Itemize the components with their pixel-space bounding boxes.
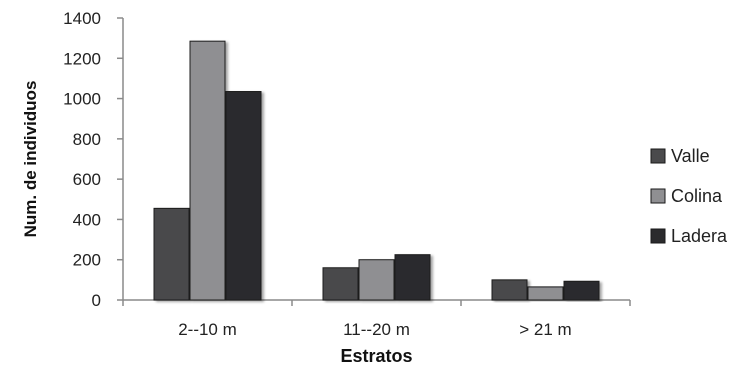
legend-swatch-valle xyxy=(650,148,666,164)
bar-valle xyxy=(322,267,359,301)
y-tick-label: 400 xyxy=(73,210,101,229)
bar-ladera xyxy=(225,91,262,301)
y-axis-title: Num. de individuos xyxy=(21,81,40,238)
y-tick-label: 200 xyxy=(73,251,101,270)
x-axis-title: Estratos xyxy=(340,346,412,366)
x-tick-label: > 21 m xyxy=(519,320,571,339)
bar-colina xyxy=(189,40,226,301)
bar-colina xyxy=(358,259,395,301)
bar-valle xyxy=(491,279,528,301)
bars xyxy=(153,40,600,301)
legend-label-valle: Valle xyxy=(671,146,710,166)
y-tick-label: 1400 xyxy=(63,9,101,28)
y-axis: 0 200 400 600 800 1000 1200 1400 xyxy=(63,9,124,310)
legend-swatch-ladera xyxy=(650,228,666,244)
x-tick-label: 2--10 m xyxy=(178,320,237,339)
y-tick-label: 1200 xyxy=(63,49,101,68)
bar-valle xyxy=(153,207,190,301)
x-tick-label: 11--20 m xyxy=(343,320,410,339)
y-tick-label: 0 xyxy=(92,291,101,310)
legend-label-ladera: Ladera xyxy=(671,226,728,246)
y-tick-label: 600 xyxy=(73,170,101,189)
x-axis: 2--10 m 11--20 m > 21 m xyxy=(122,299,631,339)
bar-ladera xyxy=(394,254,431,301)
y-tick-label: 800 xyxy=(73,130,101,149)
bar-ladera xyxy=(563,280,600,301)
y-tick-label: 1000 xyxy=(63,90,101,109)
legend-label-colina: Colina xyxy=(671,186,723,206)
legend: Valle Colina Ladera xyxy=(650,146,728,246)
bar-colina xyxy=(527,286,564,301)
legend-swatch-colina xyxy=(650,188,666,204)
